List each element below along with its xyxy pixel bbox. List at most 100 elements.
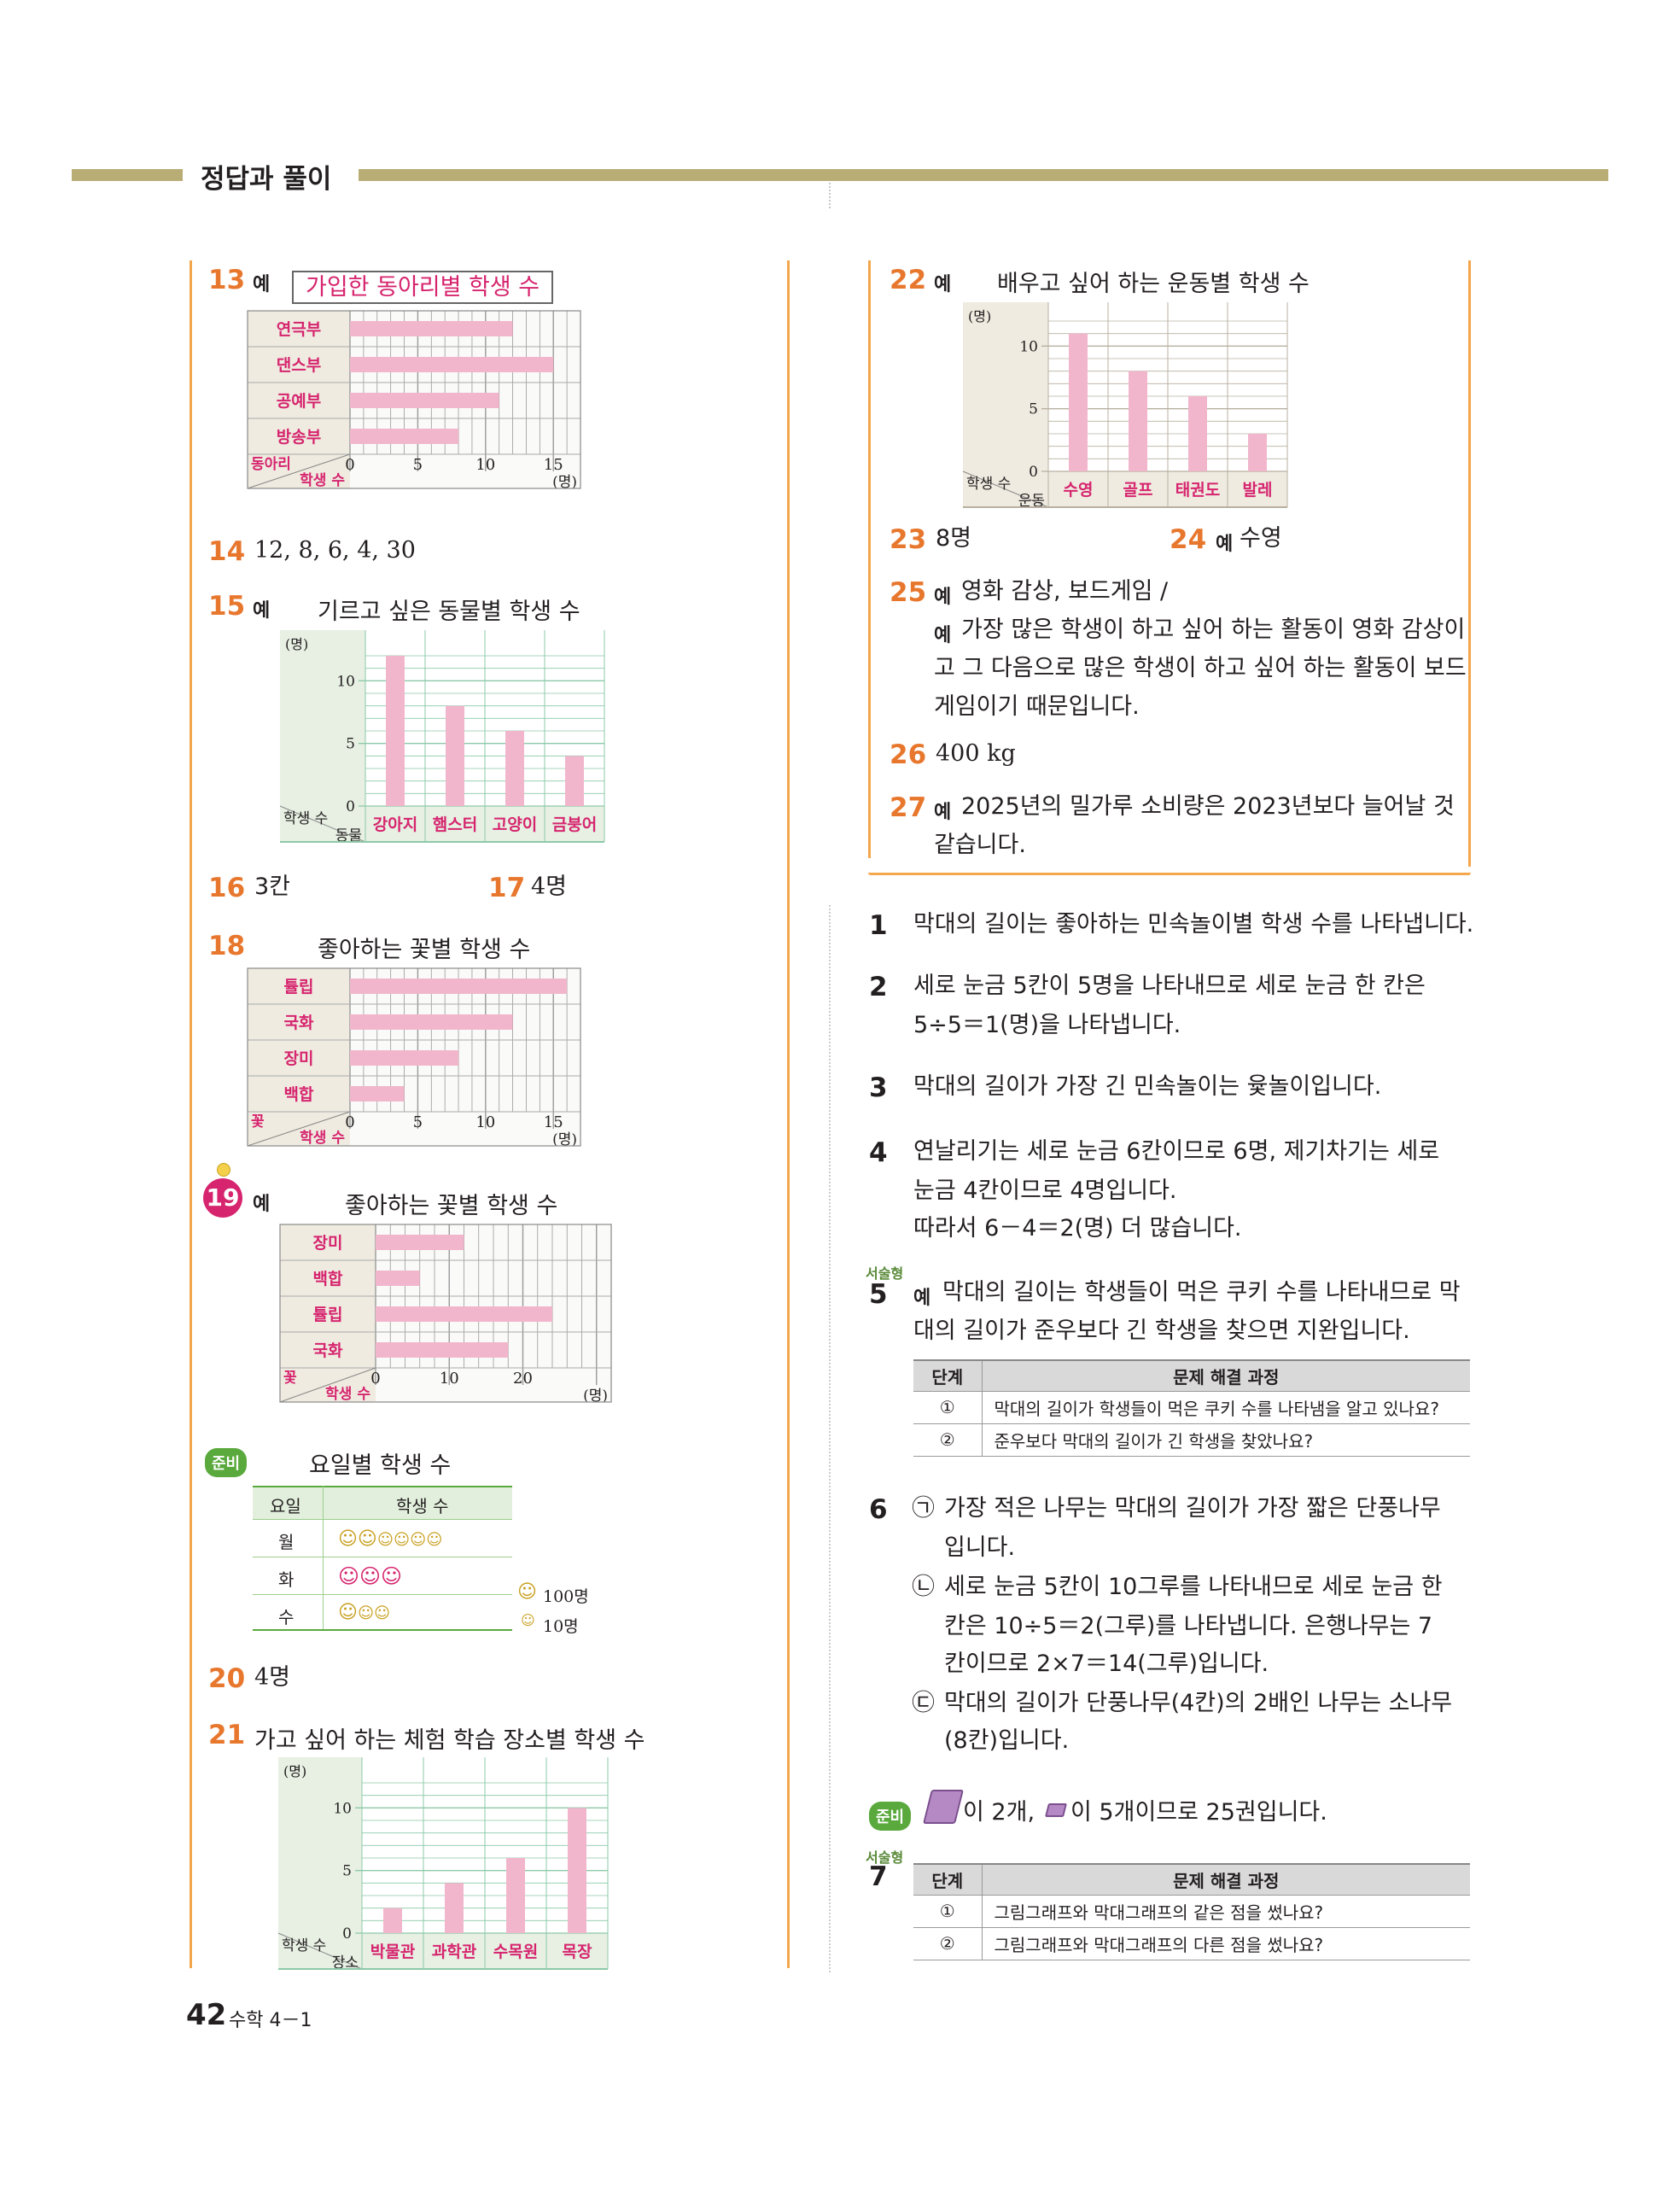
tick-label: 15 <box>544 456 563 474</box>
ready-badge-2: 준비 <box>869 1802 912 1831</box>
category-label: 튤립 <box>284 978 314 996</box>
category-label: 장미 <box>313 1234 343 1253</box>
q25-example-mark: 예 <box>934 587 952 608</box>
s1-number: 1 <box>869 910 888 941</box>
q21-number: 21 <box>208 1720 246 1750</box>
q26-answer: 400 kg <box>936 740 1016 767</box>
category-label: 고양이 <box>493 815 537 834</box>
q15-chart-title: 기르고 싶은 동물별 학생 수 <box>318 599 580 625</box>
bar <box>350 1086 405 1101</box>
corner-diagonal <box>277 1932 363 1970</box>
q26-number: 26 <box>890 739 927 770</box>
q16-answer: 3칸 <box>254 873 291 900</box>
q16-number: 16 <box>208 873 246 903</box>
s1-text: 막대의 길이는 좋아하는 민속놀이별 학생 수를 나타냅니다. <box>913 911 1474 938</box>
s2-line1: 세로 눈금 5칸이 5명을 나타내므로 세로 눈금 한 칸은 <box>913 973 1426 999</box>
category-label: 햄스터 <box>433 815 477 834</box>
table-header-row: 단계 문제 해결 과정 <box>913 1359 1470 1392</box>
table-cell-text: 그림그래프와 막대그래프의 같은 점을 썼나요? <box>982 1895 1470 1928</box>
ready1-row-mon: 월 ☺☺☺☺☺☺ <box>253 1522 512 1557</box>
bar <box>1129 371 1147 471</box>
category-label: 공예부 <box>277 392 321 411</box>
category-label: 백합 <box>284 1085 314 1104</box>
q13-number: 13 <box>208 265 246 295</box>
q27-example-mark: 예 <box>934 802 952 823</box>
s7-rubric-table: 단계 문제 해결 과정 ① 그림그래프와 막대그래프의 같은 점을 썼나요? ② 그림… <box>913 1863 1470 1960</box>
corner-label-top: 동아리 <box>251 456 291 473</box>
tick-label: 5 <box>342 1863 352 1880</box>
bar <box>376 1306 552 1322</box>
s4-line2: 눈금 4칸이므로 4명입니다. <box>913 1177 1177 1204</box>
category-label: 연극부 <box>277 320 321 339</box>
s7-number: 7 <box>869 1861 888 1892</box>
category-label: 수목원 <box>493 1943 538 1961</box>
category-label: 강아지 <box>373 815 417 834</box>
q18-number: 18 <box>208 931 246 961</box>
axis-column-bg <box>280 630 365 842</box>
bar <box>350 357 554 372</box>
category-label: 수영 <box>1064 481 1094 500</box>
q23-answer: 8명 <box>936 525 972 552</box>
q19-chart-title: 좋아하는 꽃별 학생 수 <box>345 1193 558 1219</box>
q24-number: 24 <box>1170 524 1207 555</box>
table-row: ② 그림그래프와 막대그래프의 다른 점을 썼나요? <box>913 1927 1470 1960</box>
s5-rubric-table: 단계 문제 해결 과정 ① 막대의 길이가 학생들이 먹은 쿠키 수를 나타냄을 알… <box>913 1359 1470 1457</box>
ready2-part2: 이 5개이므로 25권입니다. <box>1070 1799 1327 1826</box>
s4-line3: 따라서 6－4＝2(명) 더 많습니다. <box>913 1215 1242 1242</box>
q27-line2: 같습니다. <box>934 832 1026 858</box>
s2-number: 2 <box>869 972 888 1002</box>
q22-example-mark: 예 <box>934 274 952 295</box>
bar <box>350 321 513 336</box>
bar <box>446 705 464 806</box>
corner-label-top: 꽃 <box>251 1113 265 1131</box>
ready1-title: 요일별 학생 수 <box>309 1452 452 1479</box>
q13-chart-title: 가입한 동아리별 학생 수 <box>292 268 554 304</box>
category-label: 목장 <box>563 1943 592 1961</box>
axis-column-bg <box>963 302 1048 507</box>
s6-number: 6 <box>869 1494 888 1525</box>
ready2-part1: 이 2개, <box>963 1799 1035 1826</box>
tick-label: 0 <box>1029 464 1038 481</box>
s4-number: 4 <box>869 1137 888 1168</box>
category-label: 장미 <box>284 1049 314 1068</box>
q15-number: 15 <box>208 591 246 622</box>
s3-text: 막대의 길이가 가장 긴 민속놀이는 윷놀이입니다. <box>913 1073 1382 1100</box>
page-header-title: 정답과 풀이 <box>201 164 332 195</box>
s6-a2: 입니다. <box>944 1534 1016 1561</box>
ready1-icons-wed: ☺☺☺ <box>338 1602 391 1623</box>
table-cell-text: 막대의 길이가 학생들이 먹은 쿠키 수를 나타냄을 알고 있나요? <box>982 1391 1470 1424</box>
unit-label: (명) <box>552 1131 577 1148</box>
chart-border <box>247 310 581 489</box>
tick-label: 5 <box>413 1113 423 1131</box>
q19-example-mark: 예 <box>253 1194 271 1215</box>
q15-chart: 강아지 햄스터 고양이 금붕어 (명) 0 5 10 학생 수동물 <box>279 630 605 844</box>
q22-chart: 수영 골프 태권도 발레 (명) 0 5 10 학생 수운동 <box>962 302 1288 510</box>
tick-label: 0 <box>342 1925 352 1943</box>
q24-example-mark: 예 <box>1216 534 1234 555</box>
legend-small-icon: ☺ <box>521 1612 535 1628</box>
s6-b2: 칸은 10÷5＝2(그루)를 나타냅니다. 은행나무는 7 <box>944 1613 1433 1639</box>
left-column-rule <box>190 260 192 1968</box>
q17-number: 17 <box>488 873 526 903</box>
ready1-row-label: 수 <box>278 1607 295 1627</box>
table-cell-text: 그림그래프와 막대그래프의 다른 점을 썼나요? <box>982 1927 1470 1960</box>
s5-example-mark: 예 <box>913 1288 931 1309</box>
q17-answer: 4명 <box>531 873 568 900</box>
legend-big-icon: ☺ <box>517 1581 537 1603</box>
bar <box>350 1050 459 1066</box>
table-row: ① 그림그래프와 막대그래프의 같은 점을 썼나요? <box>913 1895 1470 1928</box>
bar <box>350 393 499 408</box>
category-label: 튤립 <box>313 1306 343 1324</box>
ready1-col1-header: 요일 <box>270 1496 301 1516</box>
q18-chart-title: 좋아하는 꽃별 학생 수 <box>318 937 531 963</box>
s5-essay-label: 서술형 <box>866 1265 904 1282</box>
s6-b3: 칸이므로 2×7＝14(그루)입니다. <box>944 1651 1269 1677</box>
right-box-rule-bottom <box>868 873 1471 875</box>
corner-label-bottom: 학생 수 <box>325 1386 370 1403</box>
bar <box>350 429 459 444</box>
table-row: ② 준우보다 막대의 길이가 긴 학생을 찾았나요? <box>913 1423 1470 1457</box>
book-icon <box>1045 1803 1067 1817</box>
unit-label: (명) <box>552 474 577 491</box>
